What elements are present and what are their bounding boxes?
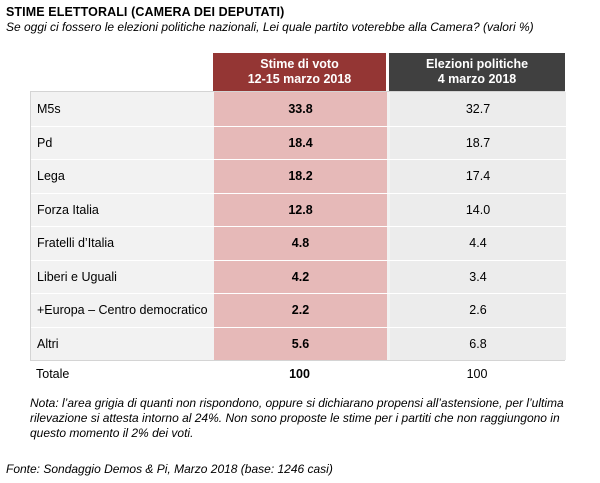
table-row: Fratelli d’Italia 4.8 4.4 xyxy=(31,226,566,260)
estimate-value: 18.2 xyxy=(288,169,313,183)
table-row: +Europa – Centro democratico 2.2 2.6 xyxy=(31,293,566,327)
total-estimate-value: 100 xyxy=(289,367,310,381)
table-body: M5s 33.8 32.7 Pd 18.4 18.7 Lega 18.2 17.4 Forza I… xyxy=(30,91,566,361)
election-value: 32.7 xyxy=(465,102,491,116)
estimate-value: 33.8 xyxy=(288,102,313,116)
column-header-elections: Elezioni politiche 4 marzo 2018 xyxy=(389,53,565,91)
table-header: Stime di voto 12-15 marzo 2018 Elezioni … xyxy=(30,53,565,91)
row-separator xyxy=(31,159,566,160)
column-header-estimates: Stime di voto 12-15 marzo 2018 xyxy=(213,53,386,91)
party-label: +Europa – Centro democratico xyxy=(37,303,208,317)
column-header-elections-line2: 4 marzo 2018 xyxy=(437,72,517,86)
estimate-value: 4.8 xyxy=(291,236,310,250)
party-label: Forza Italia xyxy=(37,203,99,217)
election-value: 4.4 xyxy=(469,236,487,250)
row-separator xyxy=(31,293,566,294)
party-label: Fratelli d’Italia xyxy=(37,236,115,250)
source-note: Fonte: Sondaggio Demos & Pi, Marzo 2018 … xyxy=(6,462,333,476)
footnote: Nota: l’area grigia di quanti non rispon… xyxy=(30,396,564,440)
row-separator xyxy=(31,193,566,194)
row-separator xyxy=(31,327,566,328)
row-separator xyxy=(31,126,566,127)
row-separator xyxy=(31,226,566,227)
table-row: M5s 33.8 32.7 xyxy=(31,92,566,126)
estimate-value: 18.4 xyxy=(288,136,313,150)
election-value: 14.0 xyxy=(465,203,491,217)
party-label: Pd xyxy=(37,136,53,150)
column-header-elections-line1: Elezioni politiche xyxy=(425,57,529,71)
estimate-value: 5.6 xyxy=(291,337,310,351)
total-label: Totale xyxy=(36,367,70,381)
table-row: Liberi e Uguali 4.2 3.4 xyxy=(31,260,566,294)
row-separator xyxy=(31,260,566,261)
chart-subtitle: Se oggi ci fossero le elezioni politiche… xyxy=(6,20,534,34)
estimate-value: 12.8 xyxy=(288,203,313,217)
party-label: M5s xyxy=(37,102,61,116)
total-election-value: 100 xyxy=(466,367,488,381)
election-value: 2.6 xyxy=(469,303,487,317)
estimate-value: 2.2 xyxy=(291,303,310,317)
estimate-value: 4.2 xyxy=(291,270,310,284)
election-value: 3.4 xyxy=(469,270,487,284)
column-header-estimates-line2: 12-15 marzo 2018 xyxy=(247,72,352,86)
election-value: 17.4 xyxy=(465,169,491,183)
results-table: Stime di voto 12-15 marzo 2018 Elezioni … xyxy=(30,53,566,389)
election-value: 18.7 xyxy=(465,136,491,150)
chart-title: STIME ELETTORALI (CAMERA DEI DEPUTATI) xyxy=(6,5,285,19)
table-row: Lega 18.2 17.4 xyxy=(31,159,566,193)
table-row: Forza Italia 12.8 14.0 xyxy=(31,193,566,227)
table-row: Altri 5.6 6.8 xyxy=(31,327,566,361)
column-header-estimates-line1: Stime di voto xyxy=(260,57,339,71)
party-label: Lega xyxy=(37,169,65,183)
party-label: Altri xyxy=(37,337,59,351)
table-row: Pd 18.4 18.7 xyxy=(31,126,566,160)
party-label: Liberi e Uguali xyxy=(37,270,117,284)
election-value: 6.8 xyxy=(469,337,487,351)
total-row: Totale 100 100 xyxy=(30,361,565,389)
